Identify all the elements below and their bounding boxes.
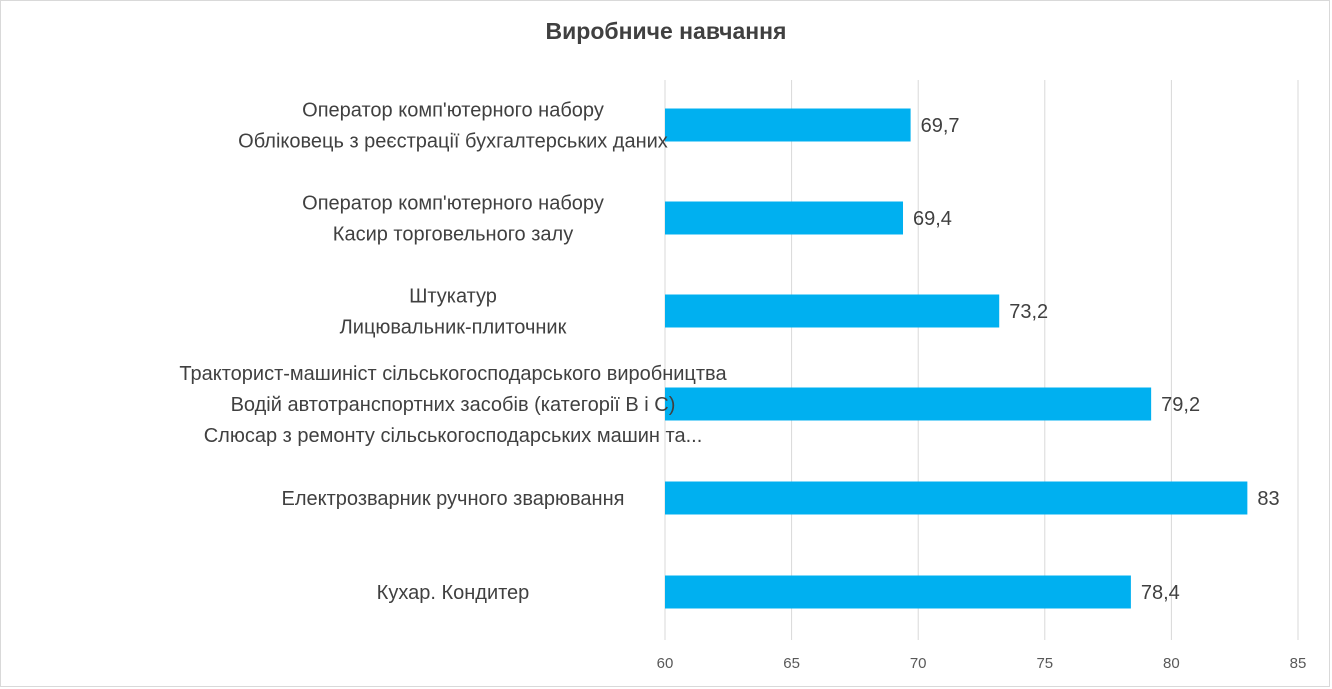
x-tick-label: 75 <box>1036 655 1053 672</box>
x-tick-label: 70 <box>910 655 927 672</box>
x-tick-label: 85 <box>1290 655 1307 672</box>
data-label: 79,2 <box>1161 394 1200 416</box>
bar <box>665 387 1152 421</box>
category-label: Оператор комп'ютерного набору <box>302 100 604 122</box>
bar <box>665 481 1248 515</box>
category-label: Штукатур <box>409 286 497 308</box>
bar <box>665 294 1000 328</box>
x-tick-label: 80 <box>1163 655 1180 672</box>
x-tick-label: 60 <box>657 655 674 672</box>
category-label: Касир торговельного залу <box>333 224 573 246</box>
category-label: Оператор комп'ютерного набору <box>302 193 604 215</box>
category-label: Тракторист-машиніст сільськогосподарсько… <box>179 363 727 385</box>
data-label: 69,4 <box>913 208 952 230</box>
x-tick-label: 65 <box>783 655 800 672</box>
category-label: Обліковець з реєстрації бухгалтерських д… <box>238 131 668 153</box>
chart-title: Виробниче навчання <box>545 18 787 44</box>
data-label: 73,2 <box>1009 301 1048 323</box>
category-label: Лицювальник-плиточник <box>340 317 567 339</box>
data-label: 69,7 <box>921 115 960 137</box>
bar <box>665 108 911 142</box>
bar <box>665 201 904 235</box>
category-label: Електрозварник ручного зварювання <box>282 488 625 510</box>
bar <box>665 575 1131 609</box>
category-label: Водій автотранспортних засобів (категорі… <box>231 394 676 416</box>
data-label: 78,4 <box>1141 582 1180 604</box>
data-label: 83 <box>1257 488 1279 510</box>
category-label: Кухар. Кондитер <box>377 582 530 604</box>
category-label: Слюсар з ремонту сільськогосподарських м… <box>204 425 703 447</box>
